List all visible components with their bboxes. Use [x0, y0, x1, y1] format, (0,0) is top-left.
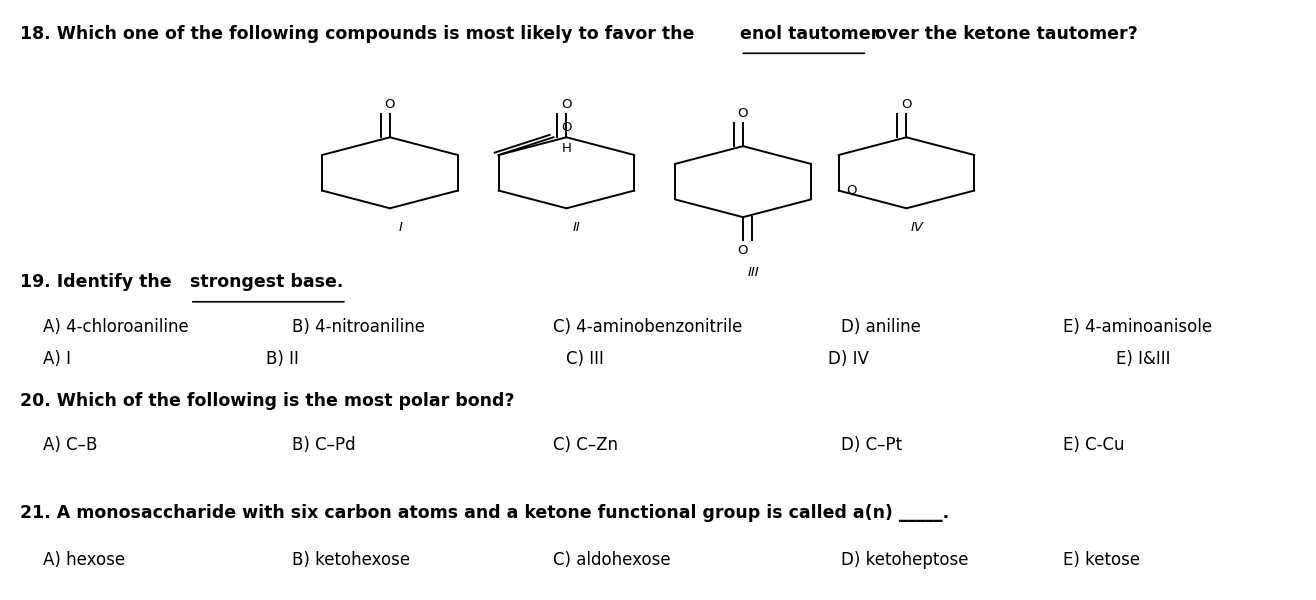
- Text: 19. Identify the: 19. Identify the: [20, 274, 178, 292]
- Text: E) I&III: E) I&III: [1116, 350, 1170, 368]
- Text: E) C-Cu: E) C-Cu: [1063, 436, 1125, 454]
- Text: D) ketoheptose: D) ketoheptose: [841, 551, 969, 569]
- Text: O: O: [384, 98, 395, 110]
- Text: A) hexose: A) hexose: [43, 551, 125, 569]
- Text: A) I: A) I: [43, 350, 71, 368]
- Text: I: I: [399, 221, 403, 234]
- Text: 20. Which of the following is the most polar bond?: 20. Which of the following is the most p…: [20, 392, 515, 410]
- Text: over the ketone tautomer?: over the ketone tautomer?: [869, 25, 1137, 43]
- Text: O: O: [901, 98, 912, 110]
- Text: H: H: [562, 142, 571, 155]
- Text: IV: IV: [911, 221, 924, 234]
- Text: D) aniline: D) aniline: [841, 318, 921, 336]
- Text: O: O: [738, 244, 749, 257]
- Text: E) ketose: E) ketose: [1063, 551, 1141, 569]
- Text: enol tautomer: enol tautomer: [741, 25, 879, 43]
- Text: C) aldohexose: C) aldohexose: [554, 551, 671, 569]
- Text: B) II: B) II: [266, 350, 299, 368]
- Text: O: O: [561, 98, 571, 110]
- Text: II: II: [572, 221, 580, 234]
- Text: D) C–Pt: D) C–Pt: [841, 436, 903, 454]
- Text: D) IV: D) IV: [828, 350, 869, 368]
- Text: strongest base.: strongest base.: [190, 274, 343, 292]
- Text: O: O: [562, 121, 571, 134]
- Text: O: O: [738, 107, 749, 119]
- Text: C) 4-aminobenzonitrile: C) 4-aminobenzonitrile: [554, 318, 742, 336]
- Text: A) C–B: A) C–B: [43, 436, 97, 454]
- Text: C) C–Zn: C) C–Zn: [554, 436, 619, 454]
- Text: B) C–Pd: B) C–Pd: [292, 436, 355, 454]
- Text: 21. A monosaccharide with six carbon atoms and a ketone functional group is call: 21. A monosaccharide with six carbon ato…: [20, 504, 949, 522]
- Text: B) 4-nitroaniline: B) 4-nitroaniline: [292, 318, 425, 336]
- Text: A) 4-chloroaniline: A) 4-chloroaniline: [43, 318, 190, 336]
- Text: 18. Which one of the following compounds is most likely to favor the: 18. Which one of the following compounds…: [20, 25, 700, 43]
- Text: C) III: C) III: [566, 350, 604, 368]
- Text: E) 4-aminoanisole: E) 4-aminoanisole: [1063, 318, 1212, 336]
- Text: III: III: [747, 266, 759, 279]
- Text: O: O: [846, 184, 857, 197]
- Text: B) ketohexose: B) ketohexose: [292, 551, 411, 569]
